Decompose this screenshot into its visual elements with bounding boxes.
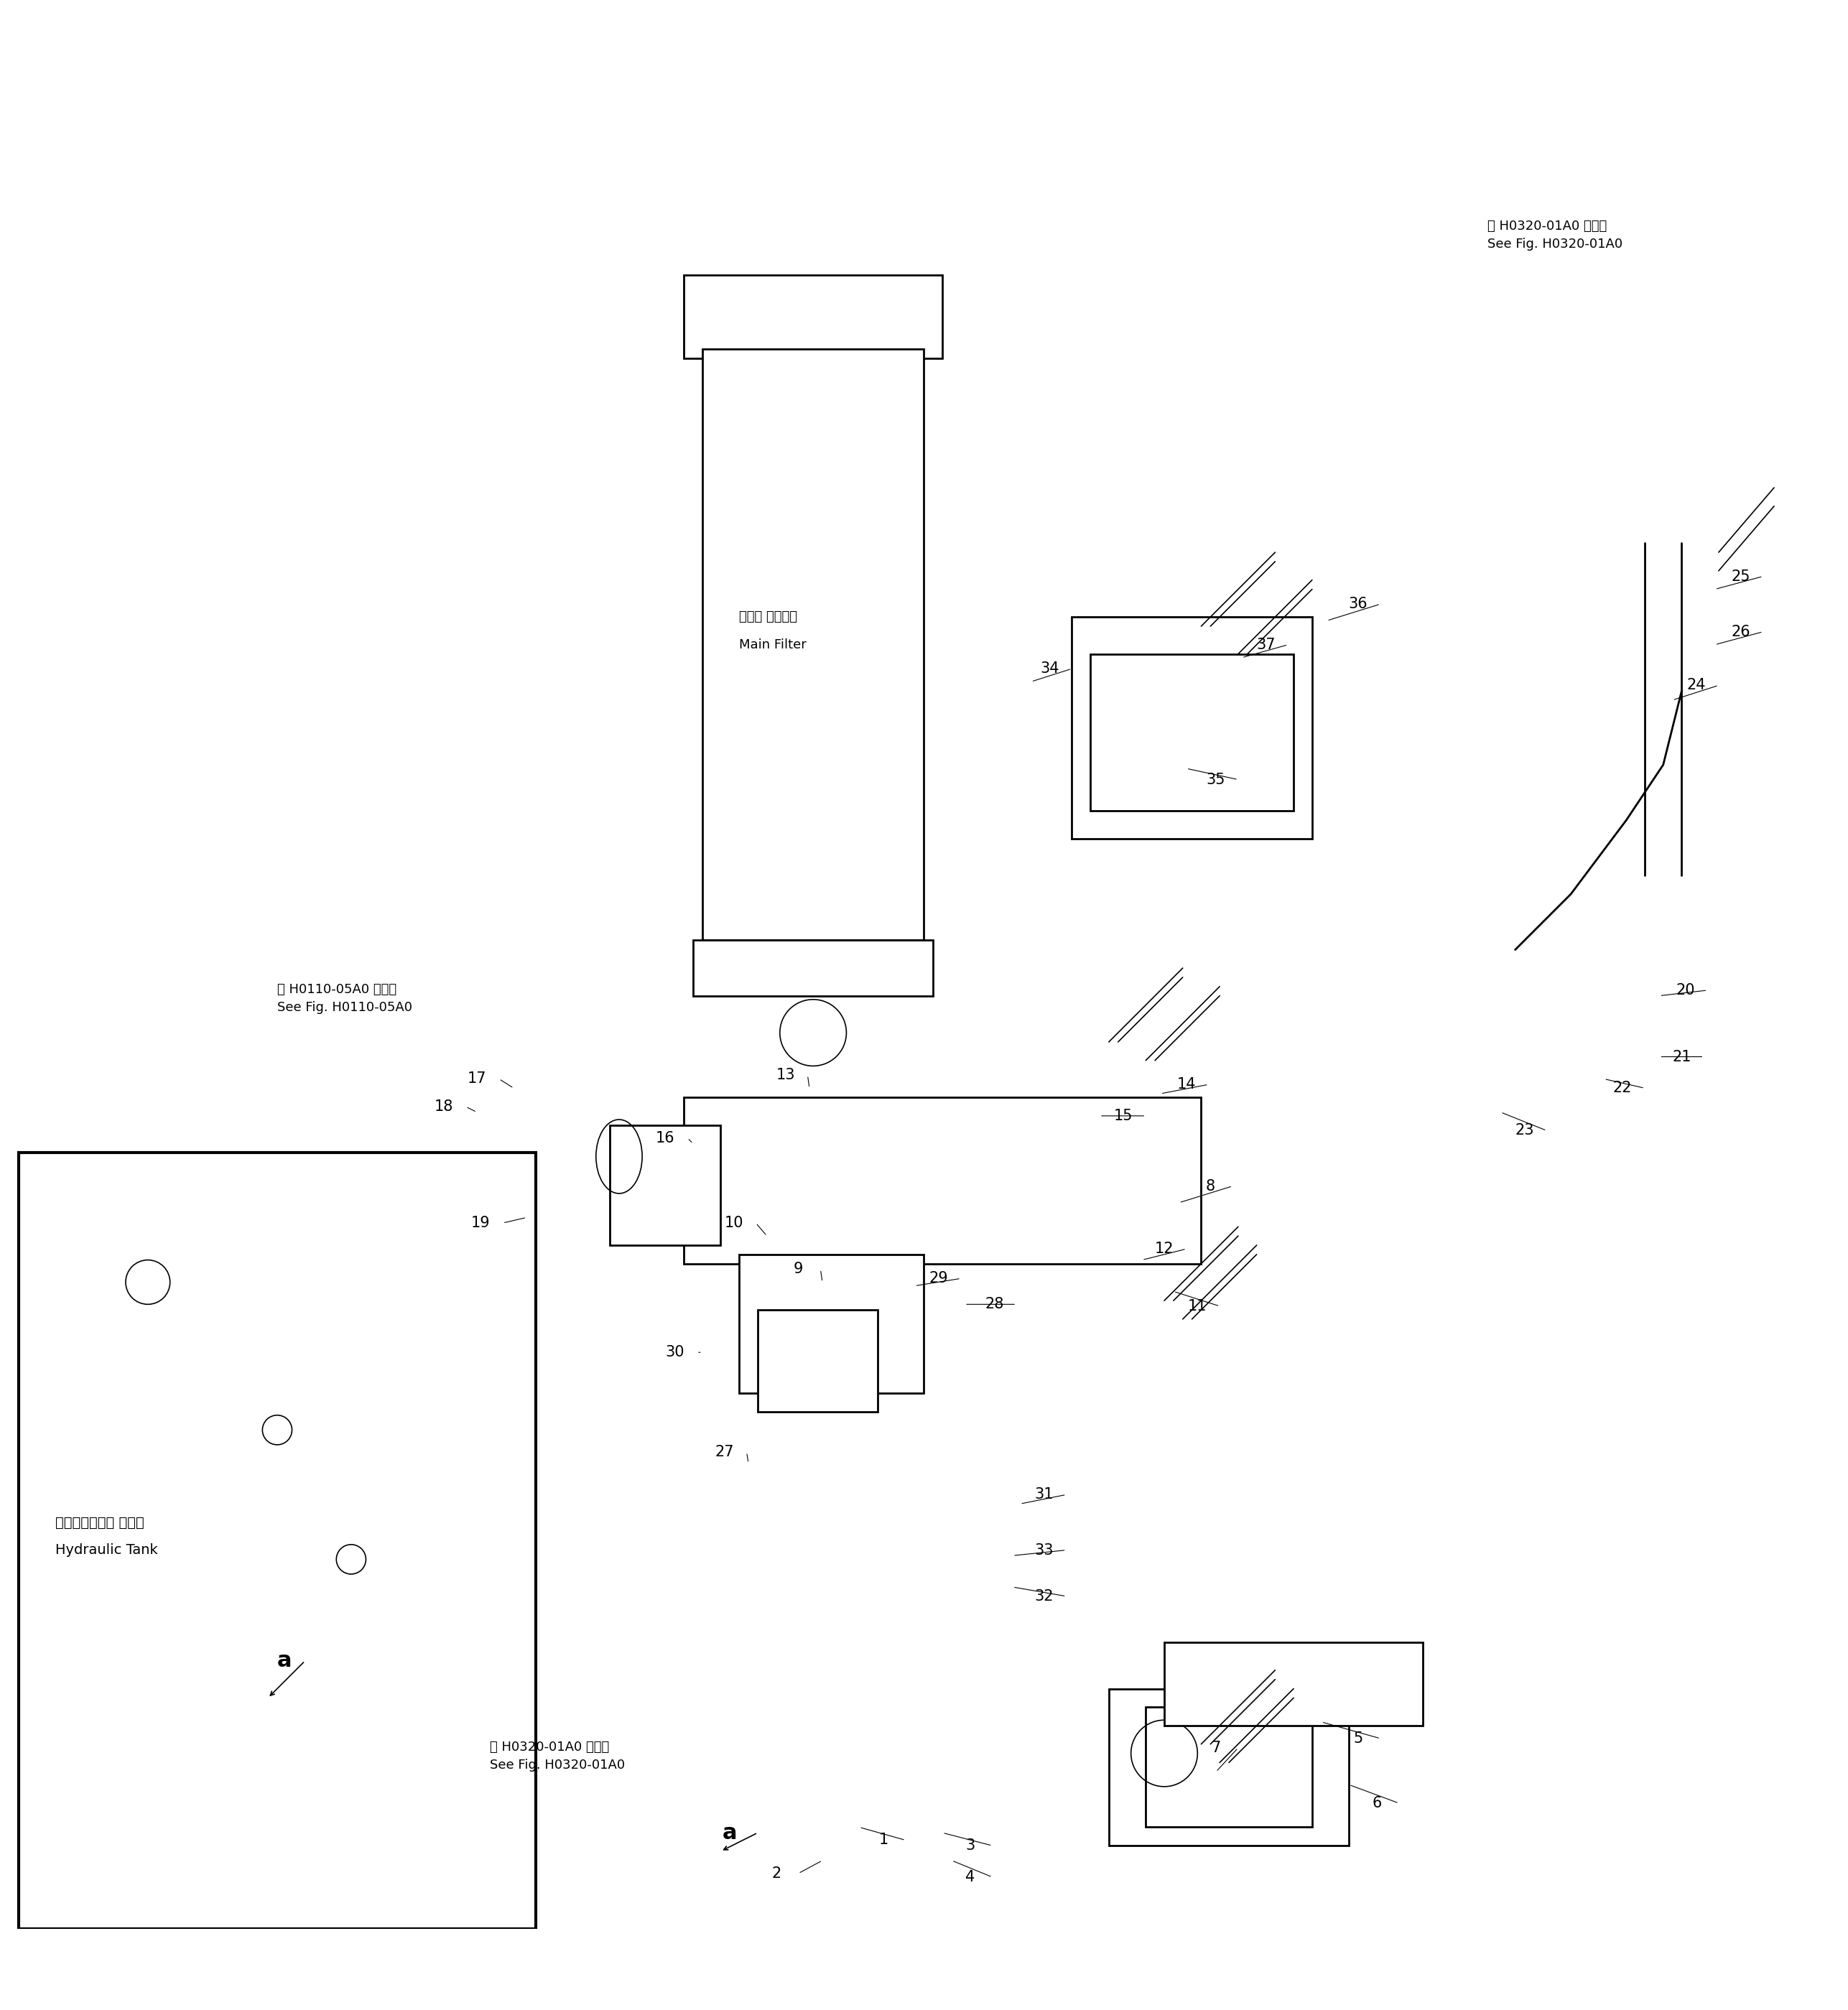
Text: 14: 14 — [1177, 1077, 1196, 1091]
Text: 21: 21 — [1672, 1049, 1691, 1063]
Bar — [684, 1097, 1201, 1264]
Bar — [758, 1311, 878, 1411]
Text: 6: 6 — [1371, 1797, 1382, 1811]
Text: 18: 18 — [434, 1099, 453, 1114]
Text: 26: 26 — [1732, 625, 1750, 639]
Text: 24: 24 — [1687, 677, 1706, 693]
Text: 13: 13 — [776, 1067, 795, 1083]
Text: 28: 28 — [985, 1296, 1003, 1311]
Text: 22: 22 — [1613, 1081, 1632, 1095]
Text: 25: 25 — [1732, 569, 1750, 583]
Bar — [1090, 653, 1294, 810]
Text: 30: 30 — [665, 1345, 684, 1359]
Text: 7: 7 — [1210, 1741, 1222, 1755]
Bar — [1164, 1642, 1423, 1727]
Text: 8: 8 — [1205, 1180, 1216, 1194]
Text: 20: 20 — [1676, 983, 1695, 997]
Text: 37: 37 — [1257, 637, 1275, 651]
Text: Main Filter: Main Filter — [739, 639, 806, 651]
Text: 4: 4 — [965, 1869, 976, 1883]
Text: メイン フィルタ: メイン フィルタ — [739, 611, 796, 623]
Bar — [1109, 1688, 1349, 1845]
Text: 16: 16 — [656, 1132, 675, 1146]
Text: 36: 36 — [1349, 597, 1368, 611]
Bar — [684, 275, 942, 358]
Bar — [1072, 617, 1312, 838]
Bar — [1146, 1706, 1312, 1827]
Text: 31: 31 — [1035, 1487, 1053, 1501]
Text: Hydraulic Tank: Hydraulic Tank — [55, 1544, 157, 1558]
Text: 23: 23 — [1515, 1124, 1534, 1138]
Text: 33: 33 — [1035, 1544, 1053, 1558]
Text: a: a — [723, 1823, 737, 1843]
Text: 5: 5 — [1353, 1731, 1364, 1747]
Text: 第 H0110-05A0 図参照
See Fig. H0110-05A0: 第 H0110-05A0 図参照 See Fig. H0110-05A0 — [277, 983, 412, 1013]
Text: 12: 12 — [1155, 1242, 1173, 1256]
Text: 19: 19 — [471, 1216, 490, 1230]
Text: 29: 29 — [930, 1270, 948, 1286]
Text: 35: 35 — [1207, 772, 1225, 786]
Bar — [739, 1254, 924, 1393]
Text: 3: 3 — [965, 1839, 976, 1853]
Text: 2: 2 — [771, 1865, 782, 1881]
Text: 第 H0320-01A0 図参照
See Fig. H0320-01A0: 第 H0320-01A0 図参照 See Fig. H0320-01A0 — [1488, 219, 1623, 251]
Text: 第 H0320-01A0 図参照
See Fig. H0320-01A0: 第 H0320-01A0 図参照 See Fig. H0320-01A0 — [490, 1741, 625, 1771]
Bar — [610, 1126, 721, 1246]
Text: 15: 15 — [1114, 1110, 1133, 1124]
Text: 11: 11 — [1188, 1298, 1207, 1313]
Text: 32: 32 — [1035, 1590, 1053, 1604]
Bar — [18, 1154, 536, 1930]
Text: 34: 34 — [1040, 661, 1059, 675]
Text: a: a — [277, 1650, 292, 1672]
Text: 1: 1 — [878, 1833, 889, 1847]
Bar — [702, 350, 924, 941]
Text: 10: 10 — [724, 1216, 743, 1230]
Text: 17: 17 — [468, 1071, 486, 1085]
Bar — [693, 941, 933, 995]
Text: 27: 27 — [715, 1445, 734, 1459]
Text: ハイドロリック タンク: ハイドロリック タンク — [55, 1516, 144, 1530]
Text: 9: 9 — [793, 1262, 804, 1276]
